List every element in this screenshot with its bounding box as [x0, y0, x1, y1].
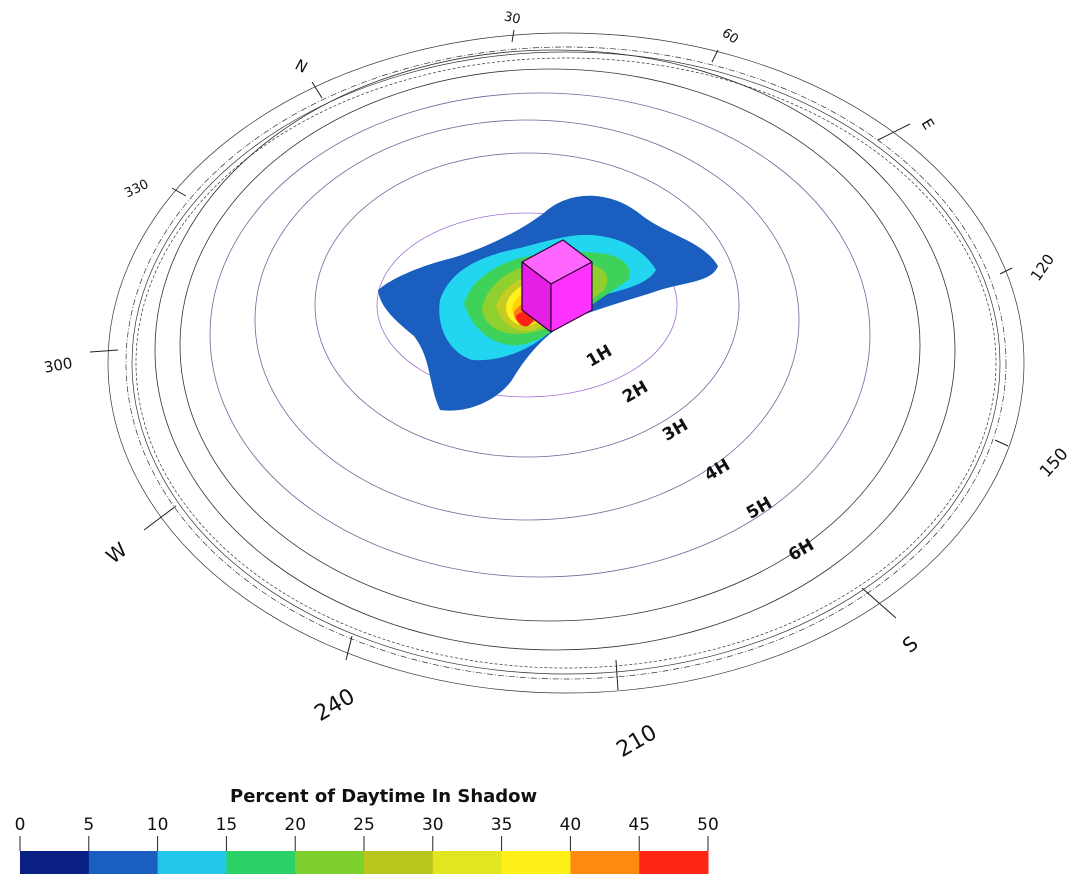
bearing-330-label: 330 — [122, 177, 151, 201]
west-label: W — [101, 537, 132, 568]
legend-tick-label: 45 — [628, 815, 650, 835]
building-right-face — [550, 261, 593, 333]
bearing-300-label: 300 — [43, 354, 74, 377]
legend-tick-label: 0 — [15, 815, 26, 835]
bearing-60-label: 60 — [719, 26, 741, 48]
legend-tick-label: 5 — [83, 815, 94, 835]
legend-tick-label: 25 — [353, 815, 375, 835]
ring-5h — [179, 68, 921, 622]
ring-4h — [209, 92, 871, 578]
legend-swatch — [364, 851, 434, 874]
legend-color-bar — [20, 851, 709, 874]
south-label: S — [898, 631, 923, 658]
bearing-30-label: 30 — [503, 9, 522, 27]
ring-2h — [314, 152, 740, 458]
legend-tick-label: 30 — [422, 815, 444, 835]
legend-tick-label: 40 — [560, 815, 582, 835]
legend-swatch — [639, 851, 709, 874]
height-rings — [154, 49, 956, 651]
building-block — [521, 239, 593, 333]
legend-title: Percent of Daytime In Shadow — [230, 786, 537, 807]
ring-label-1h: 1H — [583, 341, 616, 371]
legend-tick-label: 50 — [697, 815, 719, 835]
ring-label-3h: 3H — [659, 415, 692, 445]
compass-rings — [107, 32, 1025, 694]
bearing-150-label: 150 — [1036, 444, 1073, 482]
compass-ticks — [89, 29, 1013, 691]
north-label: N — [292, 56, 310, 77]
bearing-210-label: 210 — [612, 720, 661, 763]
legend: Percent of Daytime In Shadow 0 5 10 15 20 25 3… — [15, 786, 719, 874]
legend-swatch — [226, 851, 296, 874]
legend-swatch — [432, 851, 503, 874]
ring-3h — [254, 119, 800, 521]
legend-tick-label: 15 — [216, 815, 238, 835]
legend-swatch — [570, 851, 640, 874]
legend-tick-label: 35 — [491, 815, 513, 835]
ring-1h — [376, 212, 678, 398]
legend-ticks: 0 5 10 15 20 25 30 35 40 45 50 — [15, 815, 719, 851]
legend-tick-label: 20 — [284, 815, 306, 835]
legend-swatch — [88, 851, 159, 874]
east-label: E — [918, 115, 938, 133]
legend-swatch — [157, 851, 227, 874]
height-ring-labels: 1H 2H 3H 4H 5H 6H — [583, 341, 818, 565]
ring-label-4h: 4H — [701, 455, 734, 485]
ring-6h — [154, 49, 956, 651]
legend-swatch — [295, 851, 365, 874]
bearing-120-label: 120 — [1027, 251, 1058, 285]
ring-label-2h: 2H — [619, 377, 652, 407]
ring-label-5h: 5H — [743, 493, 776, 523]
legend-tick-label: 10 — [147, 815, 169, 835]
legend-swatch — [501, 851, 571, 874]
legend-swatch — [20, 851, 90, 874]
bearing-240-label: 240 — [310, 684, 359, 727]
